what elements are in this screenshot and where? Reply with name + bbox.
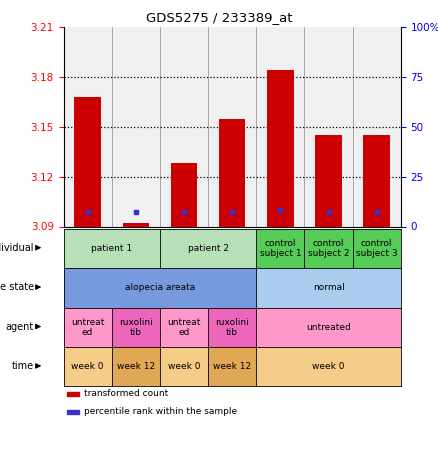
- Text: normal: normal: [313, 284, 344, 292]
- Text: untreat
ed: untreat ed: [167, 318, 201, 337]
- Bar: [171, 164, 197, 226]
- Text: alopecia areata: alopecia areata: [125, 284, 195, 292]
- Text: week 0: week 0: [168, 362, 200, 371]
- Text: ruxolini
tib: ruxolini tib: [215, 318, 249, 337]
- Text: ruxolini
tib: ruxolini tib: [119, 318, 153, 337]
- Text: control
subject 2: control subject 2: [308, 239, 349, 258]
- Bar: [315, 135, 342, 226]
- Text: transformed count: transformed count: [84, 390, 168, 398]
- Text: control
subject 3: control subject 3: [356, 239, 398, 258]
- Bar: [123, 223, 149, 226]
- Bar: [67, 410, 79, 414]
- Bar: [74, 97, 101, 226]
- Text: individual: individual: [0, 243, 34, 253]
- Text: week 12: week 12: [117, 362, 155, 371]
- Text: patient 2: patient 2: [187, 244, 229, 253]
- Text: GDS5275 / 233389_at: GDS5275 / 233389_at: [146, 11, 292, 24]
- Text: percentile rank within the sample: percentile rank within the sample: [84, 407, 237, 416]
- Text: patient 1: patient 1: [91, 244, 132, 253]
- Text: control
subject 1: control subject 1: [259, 239, 301, 258]
- Bar: [267, 70, 293, 226]
- Bar: [219, 119, 245, 226]
- Bar: [364, 135, 390, 226]
- Text: untreat
ed: untreat ed: [71, 318, 104, 337]
- Text: week 12: week 12: [213, 362, 251, 371]
- Bar: [67, 392, 79, 396]
- Text: time: time: [11, 361, 34, 371]
- Text: untreated: untreated: [306, 323, 351, 332]
- Text: agent: agent: [6, 322, 34, 332]
- Text: disease state: disease state: [0, 282, 34, 292]
- Text: week 0: week 0: [71, 362, 104, 371]
- Text: week 0: week 0: [312, 362, 345, 371]
